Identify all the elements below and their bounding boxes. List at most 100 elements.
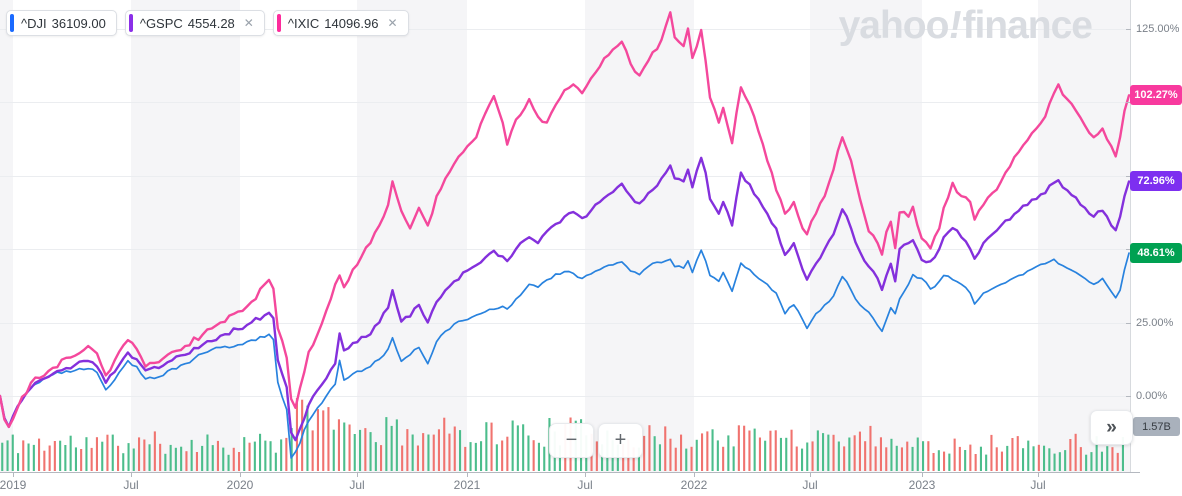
volume-bar — [948, 453, 951, 471]
volume-bar — [858, 431, 861, 471]
x-axis-label: 2019 — [0, 478, 27, 492]
volume-bar — [822, 433, 825, 471]
volume-bar — [737, 425, 740, 471]
series-color-bar-dji — [10, 14, 14, 32]
background-band — [810, 0, 922, 472]
volume-bar — [332, 429, 335, 471]
volume-bar — [406, 429, 409, 471]
volume-bar — [127, 443, 130, 471]
x-axis-label: Jul — [802, 478, 818, 492]
volume-bar — [259, 433, 262, 471]
volume-bar — [311, 430, 314, 471]
remove-symbol-icon[interactable]: ✕ — [243, 16, 254, 30]
symbol-chip-dji[interactable]: ^DJI 36109.00 — [6, 10, 117, 36]
chip-price: 4554.28 — [187, 15, 235, 31]
x-axis-label: 2021 — [453, 478, 481, 492]
expand-chart-button[interactable]: » — [1090, 410, 1133, 445]
volume-bar — [1032, 446, 1035, 471]
x-tick — [922, 472, 923, 477]
volume-bar — [532, 440, 535, 471]
volume-bar — [74, 447, 77, 471]
volume-bar — [132, 448, 135, 471]
change-badge-dji: 48.61% — [1130, 243, 1182, 263]
volume-bar — [1053, 453, 1056, 471]
volume-bar — [211, 445, 214, 471]
volume-bar — [511, 420, 514, 471]
volume-bar — [506, 436, 509, 471]
x-tick — [585, 472, 586, 477]
volume-bar — [816, 430, 819, 471]
volume-bar — [711, 429, 714, 471]
volume-bar — [869, 425, 872, 471]
volume-bar — [185, 451, 188, 471]
volume-bar — [401, 445, 404, 471]
volume-bar — [879, 437, 882, 471]
volume-bar — [274, 452, 277, 471]
volume-bar — [395, 419, 398, 471]
volume-bar — [885, 447, 888, 471]
volume-bar — [1043, 445, 1046, 471]
volume-bar — [416, 445, 419, 471]
x-tick — [131, 472, 132, 477]
volume-bar — [364, 428, 367, 471]
volume-bar — [316, 409, 319, 471]
volume-badge: 1.57B — [1133, 417, 1180, 436]
volume-bar — [516, 425, 519, 471]
series-color-bar-gspc — [128, 14, 133, 32]
volume-bar — [53, 441, 56, 471]
volume-bar — [853, 435, 856, 471]
remove-symbol-icon[interactable]: ✕ — [387, 16, 398, 30]
volume-bar — [238, 452, 241, 471]
x-tick — [1038, 472, 1039, 477]
volume-bar — [469, 442, 472, 471]
volume-bar — [495, 444, 498, 471]
volume-bar — [937, 450, 940, 471]
volume-bar — [232, 447, 235, 471]
volume-bar — [995, 447, 998, 471]
volume-bar — [785, 437, 788, 471]
volume-bar — [285, 437, 288, 471]
volume-bar — [122, 453, 125, 471]
yahoo-finance-watermark: yahoo!finance — [839, 4, 1093, 48]
volume-bar — [1095, 436, 1098, 471]
volume-bar — [1, 442, 4, 471]
volume-bar — [90, 447, 93, 471]
volume-bar — [827, 434, 830, 471]
gridline — [0, 396, 1130, 397]
volume-bar — [95, 437, 98, 471]
volume-bar — [264, 440, 267, 471]
volume-bar — [695, 439, 698, 471]
volume-bar — [916, 437, 919, 471]
symbol-chip-ixic[interactable]: ^IXIC 14096.96 ✕ — [272, 10, 409, 36]
volume-bar — [48, 445, 51, 471]
volume-bar — [437, 429, 440, 471]
price-chart-canvas[interactable] — [0, 0, 1132, 472]
volume-bar — [227, 454, 230, 471]
y-axis-label: 0.00% — [1136, 390, 1168, 402]
volume-bar — [1090, 452, 1093, 471]
volume-bar — [1069, 439, 1072, 471]
symbol-chip-gspc[interactable]: ^GSPC 4554.28 ✕ — [124, 10, 265, 36]
volume-bar — [1074, 433, 1077, 471]
zoom-in-button[interactable]: + — [598, 423, 643, 458]
zoom-out-button[interactable]: − — [549, 423, 594, 458]
volume-bar — [459, 430, 462, 471]
volume-bar — [637, 447, 640, 471]
volume-bar — [1121, 437, 1124, 471]
volume-bar — [685, 448, 688, 471]
volume-bar — [653, 436, 656, 471]
volume-bar — [422, 433, 425, 471]
volume-bar — [448, 433, 451, 471]
price-line-gspc — [0, 156, 1131, 442]
gridline — [0, 176, 1130, 177]
x-axis-label: Jul — [577, 478, 593, 492]
gridline — [0, 249, 1130, 250]
volume-bar — [106, 434, 109, 471]
volume-bar — [343, 422, 346, 471]
volume-bar — [543, 446, 546, 471]
volume-bar — [985, 454, 988, 471]
y-tick — [1126, 249, 1131, 250]
volume-bar — [485, 422, 488, 471]
volume-bar — [1022, 448, 1025, 471]
y-tick — [1126, 176, 1131, 177]
